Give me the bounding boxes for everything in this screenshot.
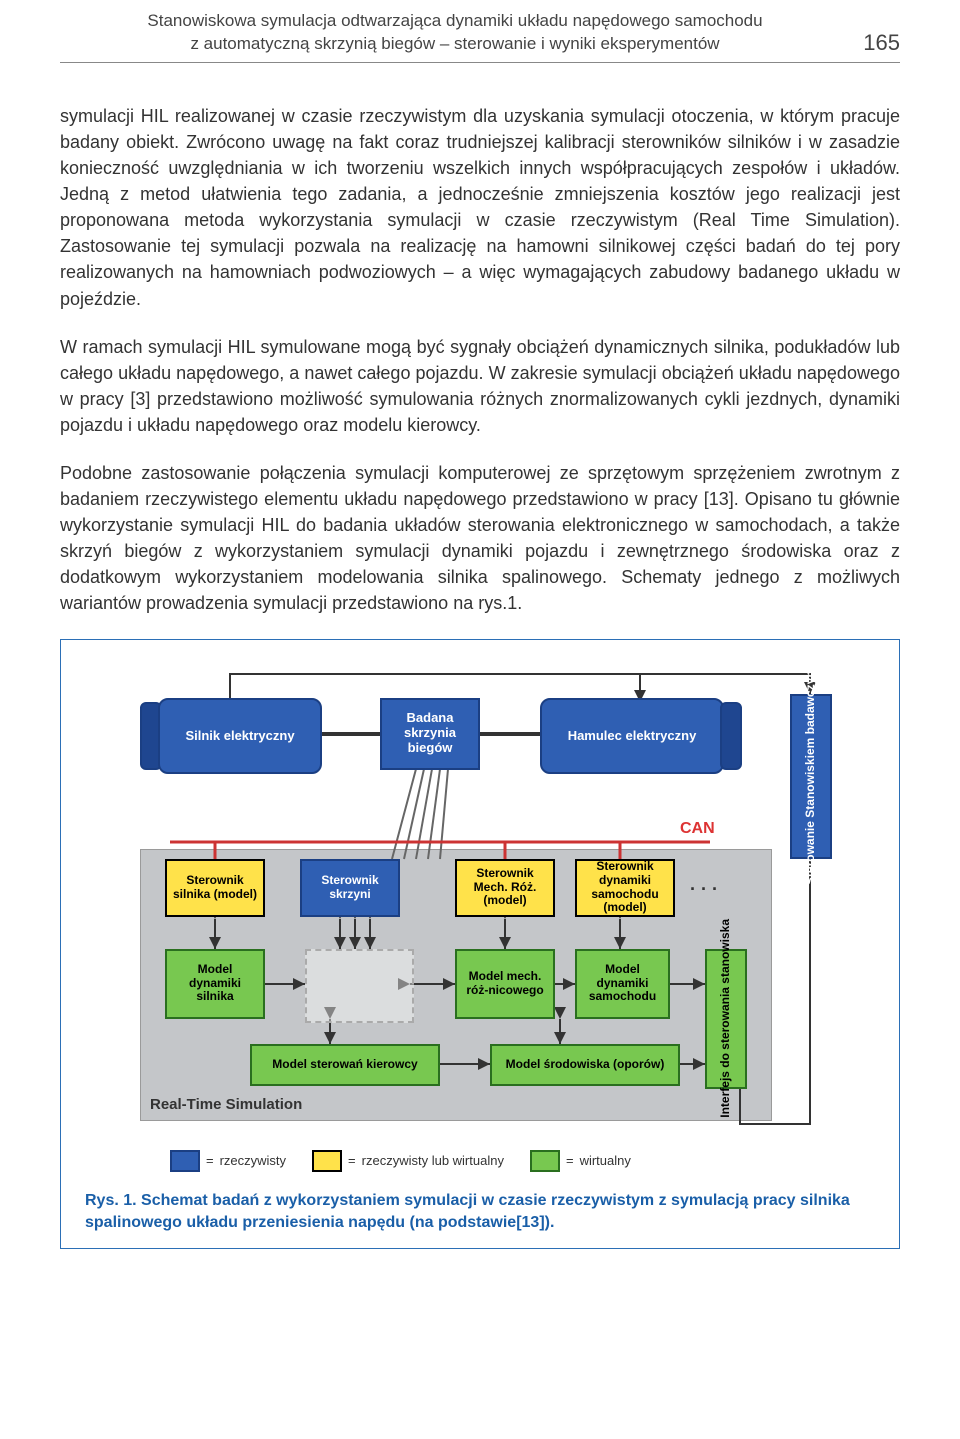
figure-1-diagram: Silnik elektryczny Badana skrzynia biegó…: [80, 654, 880, 1174]
electric-motor-left: Silnik elektryczny: [158, 698, 322, 774]
figure-1-caption: Rys. 1. Schemat badań z wykorzystaniem s…: [75, 1190, 885, 1239]
brake-label: Hamulec elektryczny: [568, 728, 697, 743]
running-title: Stanowiskowa symulacja odtwarzająca dyna…: [60, 10, 850, 56]
ellipsis-icon: · · ·: [690, 879, 718, 900]
figure-1-frame: Silnik elektryczny Badana skrzynia biegó…: [60, 639, 900, 1250]
diff-mech-controller-model: Sterownik Mech. Róż. (model): [455, 859, 555, 917]
driver-model-label: Model sterowań kierowcy: [272, 1058, 417, 1072]
legend-virtual: = wirtualny: [530, 1150, 631, 1172]
env-model-label: Model środowiska (oporów): [506, 1058, 665, 1072]
gearbox-model-placeholder: [305, 949, 414, 1023]
title-line-1: Stanowiskowa symulacja odtwarzająca dyna…: [147, 11, 762, 30]
motor-right-cap-r: [720, 702, 742, 770]
engine-dyn-label: Model dynamiki silnika: [171, 963, 259, 1004]
electric-brake-right: Hamulec elektryczny: [540, 698, 724, 774]
motor-left-label: Silnik elektryczny: [185, 728, 294, 743]
driver-model: Model sterowań kierowcy: [250, 1044, 440, 1086]
title-line-2: z automatyczną skrzynią biegów – sterowa…: [190, 34, 719, 53]
legend-rv-label: rzeczywisty lub wirtualny: [362, 1153, 504, 1168]
differential-model: Model mech. róż-nicowego: [455, 949, 555, 1019]
page-header: Stanowiskowa symulacja odtwarzająca dyna…: [60, 10, 900, 63]
test-bench-controller: Sterowanie Stanowiskiem badawczym: [790, 694, 832, 859]
legend-swatch-blue: [170, 1150, 200, 1172]
legend-swatch-yellow: [312, 1150, 342, 1172]
paragraph-1: symulacji HIL realizowanej w czasie rzec…: [60, 103, 900, 312]
gearbox-controller-label: Sterownik skrzyni: [306, 874, 394, 902]
paragraph-2: W ramach symulacji HIL symulowane mogą b…: [60, 334, 900, 438]
engine-dynamics-model: Model dynamiki silnika: [165, 949, 265, 1019]
engine-controller-label: Sterownik silnika (model): [171, 874, 259, 902]
legend-swatch-green: [530, 1150, 560, 1172]
bench-interface-label: Interfejs do sterowania stanowiska: [719, 919, 733, 1118]
bench-interface: Interfejs do sterowania stanowiska: [705, 949, 747, 1089]
test-bench-controller-label: Sterowanie Stanowiskiem badawczym: [804, 667, 818, 885]
rt-sim-label: Real-Time Simulation: [150, 1096, 302, 1113]
gearbox-label: Badana skrzynia biegów: [386, 711, 474, 756]
environment-model: Model środowiska (oporów): [490, 1044, 680, 1086]
page-number: 165: [850, 30, 900, 56]
vehicle-dyn-controller-model: Sterownik dynamiki samochodu (model): [575, 859, 675, 917]
legend-eq-2: =: [348, 1153, 356, 1168]
legend-real-or-virtual: = rzeczywisty lub wirtualny: [312, 1150, 504, 1172]
legend-eq-1: =: [206, 1153, 214, 1168]
diff-controller-label: Sterownik Mech. Róż. (model): [461, 867, 549, 908]
vehdyn-controller-label: Sterownik dynamiki samochodu (model): [581, 860, 669, 915]
figure-legend: = rzeczywisty = rzeczywisty lub wirtualn…: [170, 1150, 631, 1172]
legend-eq-3: =: [566, 1153, 574, 1168]
legend-real-label: rzeczywisty: [220, 1153, 286, 1168]
vehicle-dynamics-model: Model dynamiki samochodu: [575, 949, 670, 1019]
gearbox-under-test: Badana skrzynia biegów: [380, 698, 480, 770]
paragraph-3: Podobne zastosowanie połączenia symulacj…: [60, 460, 900, 617]
vehdyn-model-label: Model dynamiki samochodu: [581, 963, 664, 1004]
gearbox-controller-real: Sterownik skrzyni: [300, 859, 400, 917]
can-bus-label: CAN: [680, 820, 715, 838]
legend-virtual-label: wirtualny: [580, 1153, 631, 1168]
diff-model-label: Model mech. róż-nicowego: [461, 970, 549, 998]
legend-real: = rzeczywisty: [170, 1150, 286, 1172]
engine-controller-model: Sterownik silnika (model): [165, 859, 265, 917]
